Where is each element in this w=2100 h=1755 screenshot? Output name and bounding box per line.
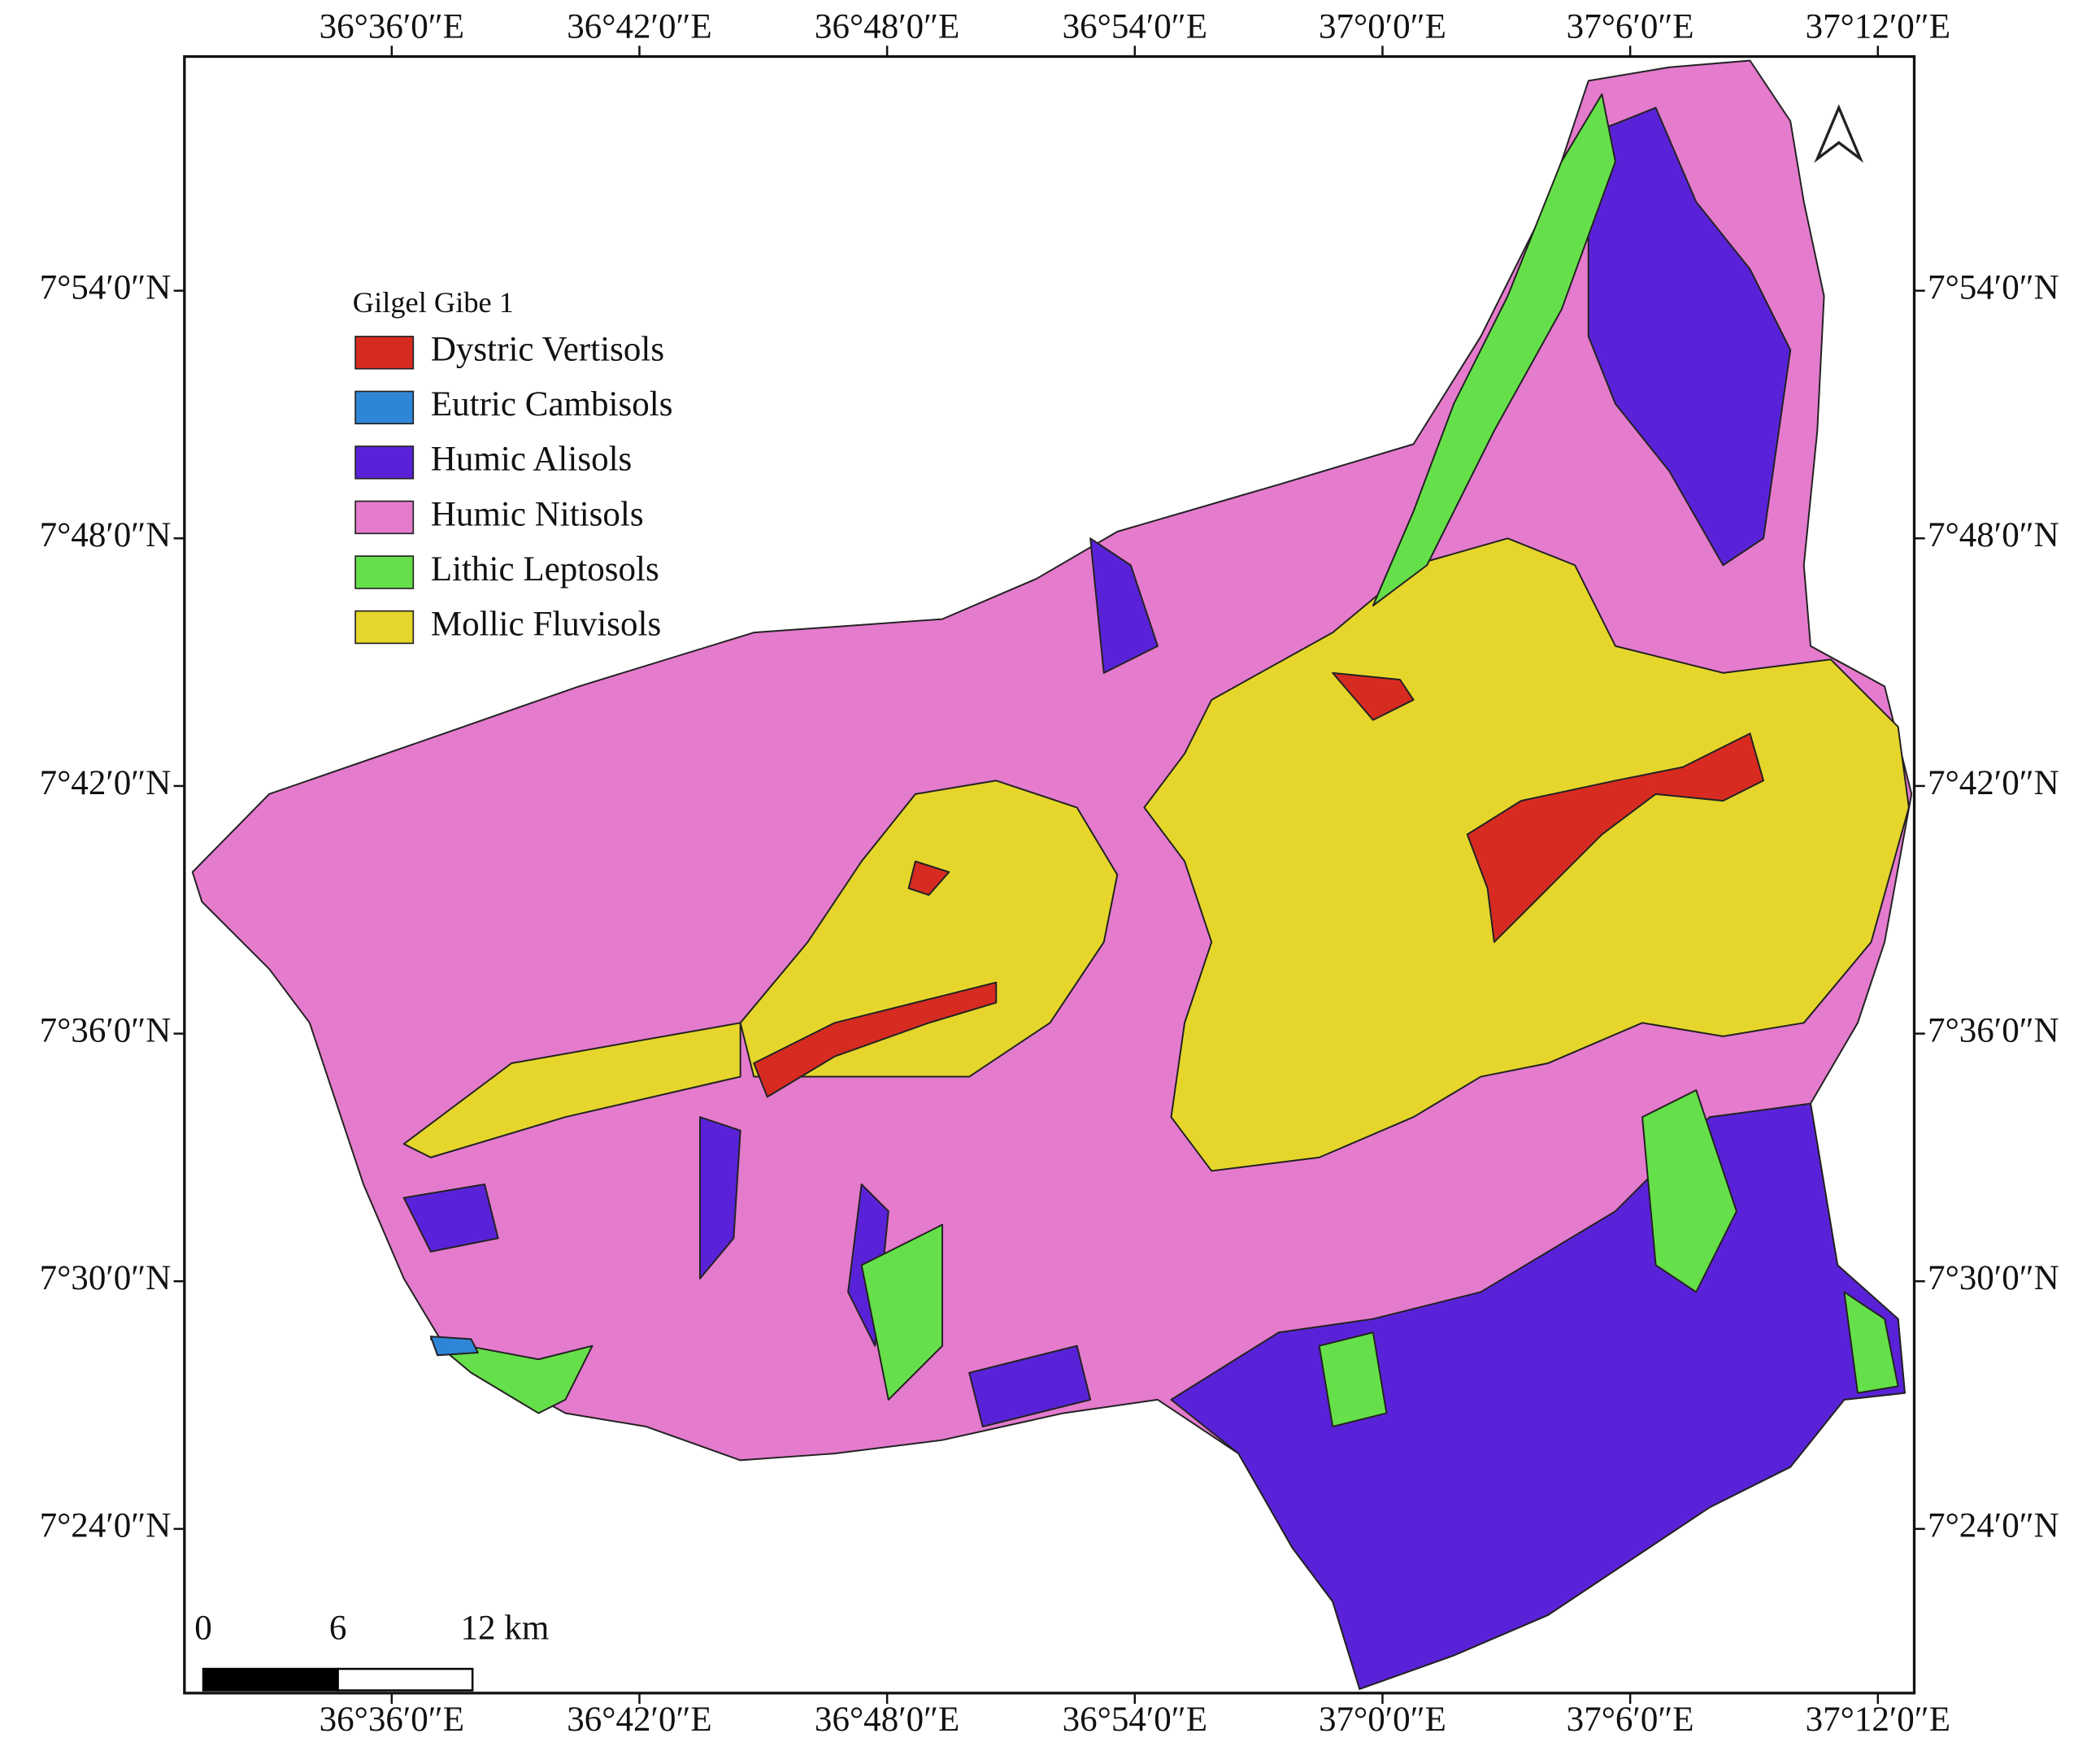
scale-segment [202,1667,339,1692]
longitude-label: 36°42′0″E [567,1701,711,1739]
vertisols-area [1466,732,1765,943]
latitude-label: 7°30′0″N [40,1259,172,1297]
scale-label: 12 km [461,1609,550,1648]
scale-bar: 0 6 12 km [194,1609,550,1692]
alisols-area [402,1184,499,1253]
legend-label: Humic Nitisols [431,495,644,533]
longitude-label: 37°0′0″E [1319,7,1446,46]
longitude-label: 37°0′0″E [1319,1701,1446,1739]
longitude-label: 36°42′0″E [567,7,711,46]
latitude-label: 7°24′0″N [1928,1507,2059,1545]
vertisols-area [753,981,998,1098]
leptosols-area [1843,1291,1899,1394]
legend: Gilgel Gibe 1 Dystric Vertisols Eutric Ca… [353,286,673,645]
scale-label: 0 [194,1609,212,1648]
legend-swatch [354,610,415,645]
leptosols-area [1641,1089,1737,1293]
legend-title: Gilgel Gibe 1 [353,286,514,319]
legend-swatch [354,555,415,589]
legend-label: Dystric Vertisols [431,331,664,369]
alisols-area [968,1344,1092,1428]
longitude-label: 36°54′0″E [1063,1701,1207,1739]
longitude-label: 36°48′0″E [815,1701,959,1739]
latitude-label: 7°54′0″N [40,269,172,307]
latitude-label: 7°42′0″N [40,764,172,802]
longitude-label: 36°36′0″E [320,1701,464,1739]
legend-label: Lithic Leptosols [431,550,659,589]
scale-segment [337,1667,474,1692]
latitude-label: 7°36′0″N [1928,1011,2059,1049]
legend-label: Humic Alisols [431,441,632,479]
scale-label: 6 [329,1609,347,1648]
latitude-label: 7°36′0″N [40,1011,172,1049]
longitude-label: 36°48′0″E [815,7,959,46]
cambisols-area [429,1336,479,1357]
legend-swatch [354,500,415,535]
legend-swatch [354,445,415,480]
longitude-label: 37°6′0″E [1567,1701,1694,1739]
alisols-area [1089,537,1159,674]
vertisols-area [1332,671,1415,721]
alisols-area [1170,1102,1906,1690]
legend-swatch [354,390,415,425]
longitude-label: 37°12′0″E [1806,1701,1950,1739]
latitude-label: 7°54′0″N [1928,269,2059,307]
leptosols-area [429,1338,593,1414]
map-frame [183,54,1916,1695]
leptosols-area [860,1223,944,1401]
longitude-label: 36°36′0″E [320,7,464,46]
latitude-label: 7°30′0″N [1928,1259,2059,1297]
alisols-area [699,1116,741,1279]
fluvisols-area [402,1022,741,1158]
latitude-label: 7°24′0″N [40,1507,172,1545]
vertisols-area [907,860,950,897]
longitude-label: 37°6′0″E [1567,7,1694,46]
alisols-area [1587,106,1792,567]
latitude-label: 7°48′0″N [40,516,172,554]
north-arrow [1814,104,1864,163]
fluvisols-area [739,780,1119,1078]
leptosols-area [1372,93,1616,607]
latitude-label: 7°42′0″N [1928,764,2059,802]
soil-polygons [191,59,1913,1690]
legend-swatch [354,336,415,370]
leptosols-area [1318,1331,1388,1428]
longitude-label: 37°12′0″E [1806,7,1950,46]
legend-label: Mollic Fluvisols [431,605,661,643]
latitude-label: 7°48′0″N [1928,516,2059,554]
legend-label: Eutric Cambisols [431,385,673,424]
longitude-label: 36°54′0″E [1063,7,1207,46]
